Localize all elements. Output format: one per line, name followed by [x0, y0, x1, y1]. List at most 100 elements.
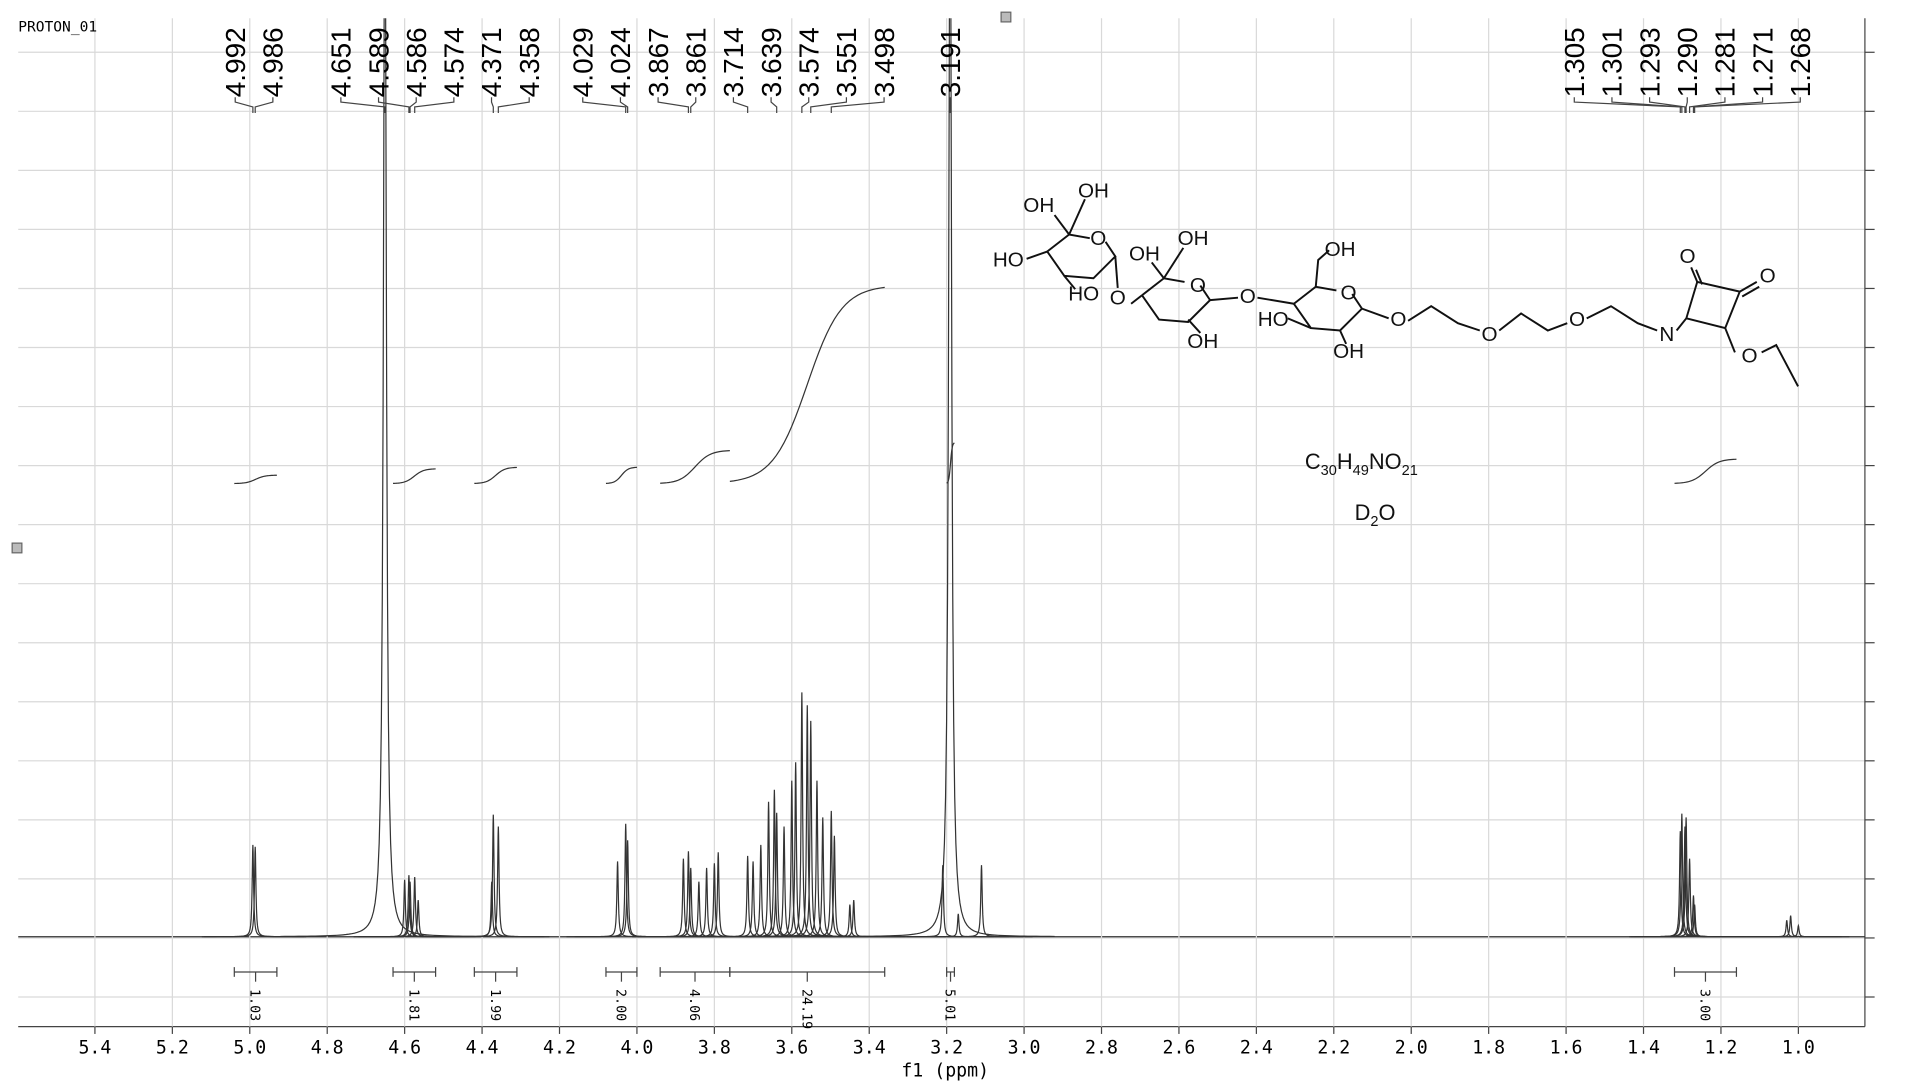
peak-label: 1.271 [1747, 27, 1778, 97]
bond [1314, 249, 1330, 287]
bond [1053, 214, 1070, 236]
x-tick-label: 1.6 [1550, 1037, 1583, 1058]
peak-label: 3.191 [935, 27, 966, 97]
bond [1046, 241, 1117, 280]
x-tick-label: 3.0 [1008, 1037, 1041, 1058]
peak-label: 4.024 [605, 27, 636, 97]
integral-curve [729, 286, 885, 483]
integral-label: 24.19 [798, 989, 813, 1029]
peak-leader [234, 97, 254, 114]
peak-label: 1.268 [1785, 27, 1816, 97]
atom-label: HO [1258, 308, 1289, 331]
text-part: C [1305, 449, 1321, 474]
bond [1209, 296, 1239, 302]
bond [1690, 266, 1699, 283]
peak-label: 4.986 [258, 27, 289, 97]
bond [1739, 281, 1758, 293]
peak-label: 4.574 [439, 27, 470, 97]
peak-leader [490, 97, 494, 114]
peak-label: 4.651 [326, 27, 357, 97]
bond [1068, 198, 1086, 235]
bond [1724, 327, 1736, 353]
peak-leader [409, 97, 417, 114]
solvent: D2O [1355, 500, 1396, 530]
signal [1643, 904, 1746, 938]
atom-label: OH [1333, 340, 1364, 363]
atom-label: OH [1187, 330, 1218, 353]
integral-label: 5.01 [942, 989, 957, 1021]
bond [1114, 256, 1119, 289]
integral-label: 1.99 [487, 989, 502, 1021]
atom-label: O [1240, 285, 1256, 308]
peak-label: 4.589 [363, 27, 394, 97]
handle [11, 542, 23, 554]
text-part: D [1355, 500, 1371, 525]
peak-leader [497, 97, 530, 114]
subscript: 30 [1321, 463, 1337, 479]
atom-label: HO [993, 249, 1024, 272]
peak-leader [801, 97, 810, 114]
peak-label: 4.992 [220, 27, 251, 97]
bond [1339, 330, 1348, 345]
peak-label: 1.305 [1559, 27, 1590, 97]
bond [1361, 307, 1389, 320]
x-tick-label: 4.6 [388, 1037, 421, 1058]
peak-label: 3.574 [793, 27, 824, 97]
peak-leader [1573, 97, 1681, 114]
chart-title: PROTON_01 [18, 19, 97, 36]
peak-label: 1.281 [1710, 27, 1741, 97]
peak-leader [1611, 97, 1683, 114]
atom-label: OH [1078, 179, 1109, 202]
atom-label: O [1390, 308, 1406, 331]
signal [930, 865, 1033, 938]
atom-label: O [1741, 345, 1757, 368]
peak-leader [582, 97, 627, 114]
x-tick-label: 2.6 [1162, 1037, 1195, 1058]
spectrum [201, 18, 1850, 938]
bond [1150, 261, 1165, 279]
peak-label: 4.029 [567, 27, 598, 97]
bond [1187, 318, 1202, 334]
signal [845, 18, 1055, 938]
peak-label: 3.861 [680, 27, 711, 97]
peak-label: 1.301 [1597, 27, 1628, 97]
x-tick-label: 3.6 [775, 1037, 808, 1058]
peak-leader [619, 97, 629, 114]
subscript: 2 [1370, 514, 1378, 530]
x-tick-label: 2.0 [1395, 1037, 1428, 1058]
x-tick-label: 4.2 [543, 1037, 576, 1058]
signal [802, 899, 905, 938]
signal [204, 846, 307, 938]
x-tick-label: 4.8 [311, 1037, 344, 1058]
bond [1141, 285, 1212, 323]
peak-leader [690, 97, 697, 114]
bond [1741, 285, 1760, 298]
integral-curve [660, 450, 730, 484]
bond [1163, 247, 1185, 279]
text-part: NO [1369, 449, 1402, 474]
atom-label: N [1659, 323, 1674, 346]
peak-label: 3.498 [869, 27, 900, 97]
x-tick-label: 3.2 [930, 1037, 963, 1058]
bond [1695, 269, 1704, 285]
peak-leader [770, 97, 778, 114]
peak-leader [377, 97, 410, 114]
x-tick-label: 1.4 [1627, 1037, 1660, 1058]
x-axis-label: f1 (ppm) [901, 1060, 989, 1081]
atom-label: O [1569, 308, 1585, 331]
bond [1761, 343, 1799, 387]
x-tick-label: 4.0 [620, 1037, 653, 1058]
peak-leader [254, 97, 274, 114]
peak-label: 1.293 [1634, 27, 1665, 97]
peak-label: 4.371 [476, 27, 507, 97]
peak-leader [1685, 97, 1688, 114]
integral-curve [605, 466, 637, 485]
bond [1498, 312, 1568, 332]
integral-curve [1674, 458, 1737, 484]
x-tick-label: 5.0 [233, 1037, 266, 1058]
integral-curve [393, 468, 436, 485]
signal [447, 826, 550, 938]
atom-label: O [1481, 323, 1497, 346]
peak-label: 3.867 [643, 27, 674, 97]
